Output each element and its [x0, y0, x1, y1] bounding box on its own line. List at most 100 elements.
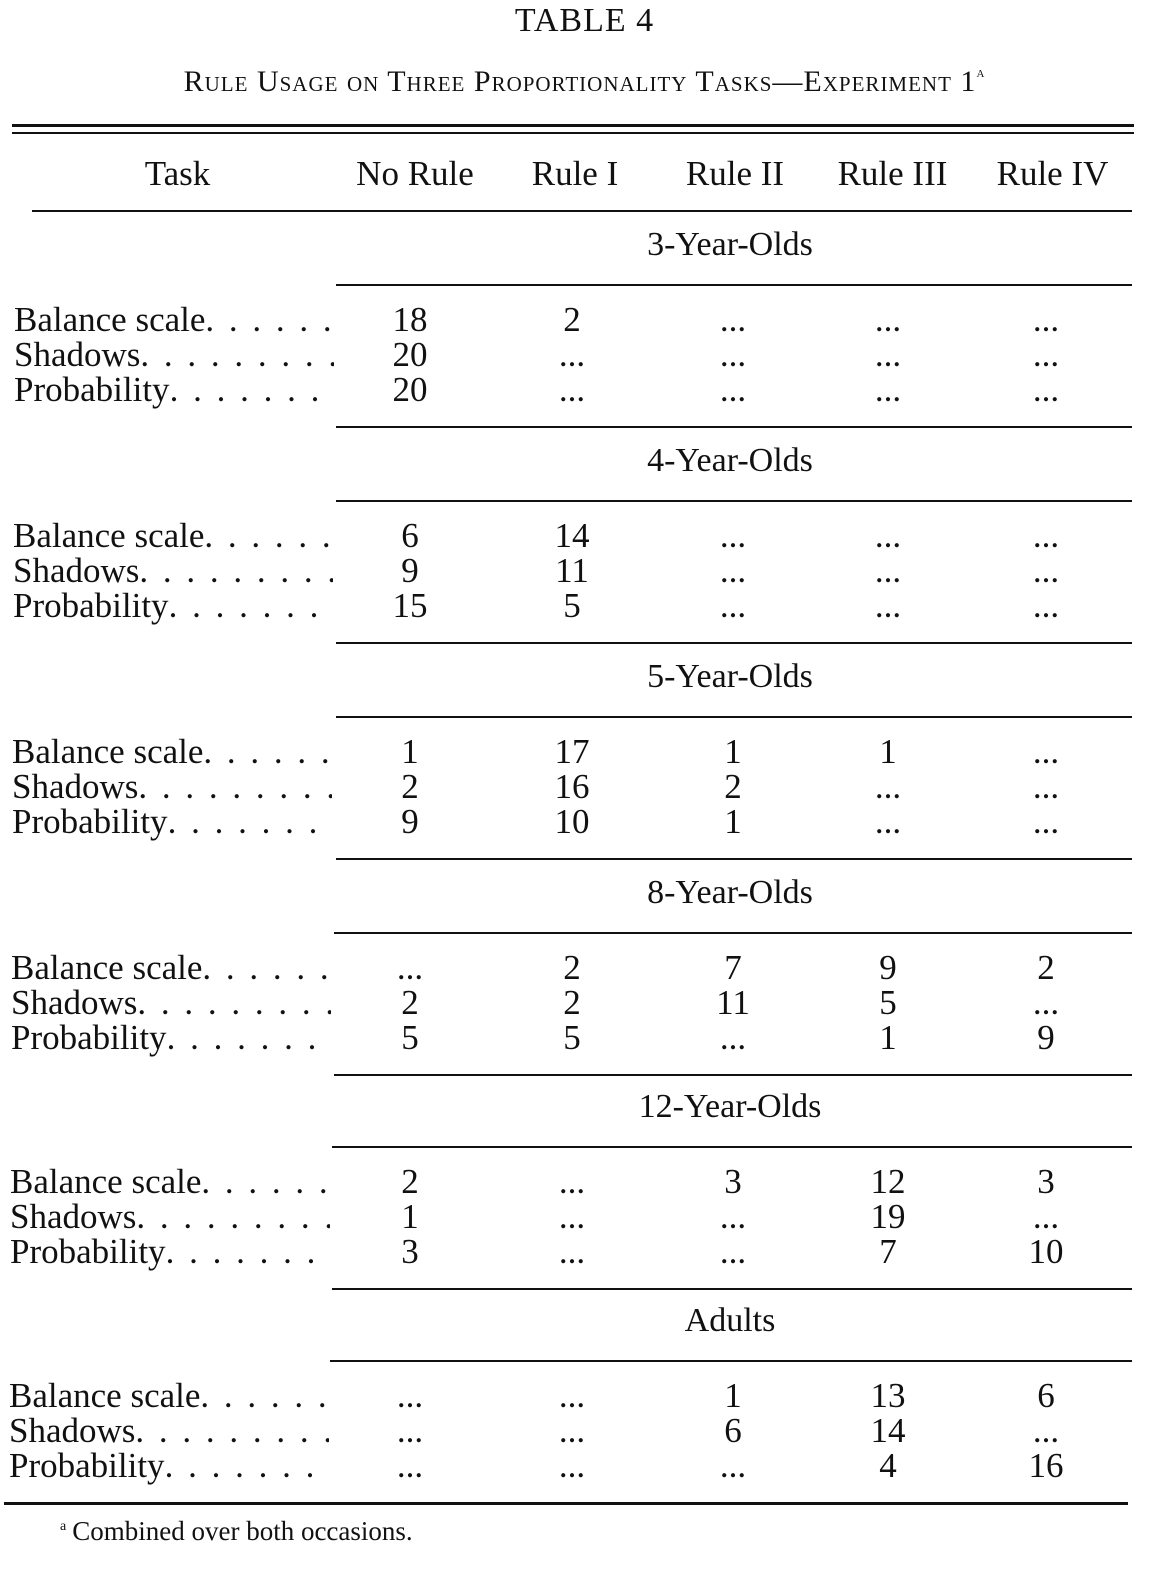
value-cell: ... [719, 300, 747, 339]
value-cell: 7 [724, 948, 742, 987]
group-rule-below [334, 1074, 1132, 1076]
value-cell: ... [1032, 1197, 1060, 1236]
value-cell: ... [1032, 300, 1060, 339]
table-row: Probability. . . . . . . . . . . . . . 15… [13, 586, 1153, 625]
task-cell: Probability. . . . . . . . . . . . . . [10, 1232, 330, 1272]
value-cell: ... [396, 1446, 424, 1485]
table-row: Probability. . . . . . . . . . . . . . 5 5… [11, 1018, 1151, 1057]
column-header-rule-iii: Rule III [837, 154, 948, 193]
footnote-text: Combined over both occasions. [72, 1516, 413, 1546]
value-cell: ... [1032, 370, 1060, 409]
value-cell: 1 [401, 732, 419, 771]
task-name: Shadows [13, 551, 140, 590]
value-cell: ... [719, 1232, 747, 1271]
value-cell: ... [396, 1411, 424, 1450]
leader-dots: . . . . . . . . . . . . . . [203, 732, 332, 771]
value-cell: 19 [870, 1197, 906, 1236]
leader-dots: . . . . . . . . . . . . . . [136, 1197, 330, 1236]
value-cell: ... [558, 1411, 586, 1450]
value-cell: 1 [879, 732, 897, 771]
task-cell: Balance scale. . . . . . . . . . . . . . [12, 732, 332, 772]
value-cell: 2 [724, 767, 742, 806]
value-cell: ... [874, 551, 902, 590]
table-subtitle: Rule Usage on Three Proportionality Task… [0, 64, 1169, 99]
value-cell: ... [558, 1197, 586, 1236]
task-cell: Balance scale. . . . . . . . . . . . . . [10, 1162, 330, 1202]
value-cell: 3 [724, 1162, 742, 1201]
task-cell: Shadows. . . . . . . . . . . . . . [13, 551, 333, 591]
table-row: Shadows. . . . . . . . . . . . . . 20....… [14, 335, 1154, 374]
value-cell: 2 [401, 1162, 419, 1201]
value-cell: 2 [401, 767, 419, 806]
value-cell: 12 [870, 1162, 906, 1201]
value-cell: 6 [1037, 1376, 1055, 1415]
value-cell: ... [874, 300, 902, 339]
task-cell: Probability. . . . . . . . . . . . . . [12, 802, 332, 842]
table-row: Balance scale. . . . . . . . . . . . . .… [14, 300, 1154, 339]
value-cell: ... [558, 1232, 586, 1271]
task-name: Probability [14, 370, 170, 409]
table-row: Probability. . . . . . . . . . . . . . 9 1… [12, 802, 1152, 841]
task-cell: Balance scale. . . . . . . . . . . . . . [9, 1376, 329, 1416]
value-cell: ... [396, 948, 424, 987]
value-cell: 16 [554, 767, 590, 806]
value-cell: ... [558, 1446, 586, 1485]
value-cell: 5 [401, 1018, 419, 1057]
value-cell: ... [558, 335, 586, 374]
value-cell: 9 [401, 551, 419, 590]
leader-dots: . . . . . . . . . . . . . . [200, 1376, 329, 1415]
table-row: Shadows. . . . . . . . . . . . . . 1.....… [10, 1197, 1150, 1236]
footnote: a Combined over both occasions. [60, 1516, 413, 1547]
leader-dots: . . . . . . . . . . . . . . [140, 335, 334, 374]
task-name: Balance scale [13, 516, 205, 555]
table-row: Shadows. . . . . . . . . . . . . . 9 11...… [13, 551, 1153, 590]
task-cell: Probability. . . . . . . . . . . . . . [13, 586, 333, 626]
task-name: Balance scale [14, 300, 206, 339]
leader-dots: . . . . . . . . . . . . . . [137, 983, 331, 1022]
value-cell: 11 [555, 551, 589, 590]
value-cell: ... [719, 1197, 747, 1236]
value-cell: 2 [401, 983, 419, 1022]
value-cell: ... [719, 370, 747, 409]
leader-dots: . . . . . . . . . . . . . . [169, 370, 334, 409]
value-cell: ... [719, 1446, 747, 1485]
task-name: Shadows [11, 983, 138, 1022]
task-cell: Shadows. . . . . . . . . . . . . . [10, 1197, 330, 1237]
task-cell: Probability. . . . . . . . . . . . . . [9, 1446, 329, 1486]
value-cell: ... [874, 802, 902, 841]
value-cell: 6 [401, 516, 419, 555]
task-name: Shadows [12, 767, 139, 806]
value-cell: ... [1032, 767, 1060, 806]
value-cell: ... [719, 335, 747, 374]
value-cell: ... [874, 586, 902, 625]
leader-dots: . . . . . . . . . . . . . . [138, 767, 332, 806]
value-cell: 20 [392, 335, 428, 374]
value-cell: ... [1032, 732, 1060, 771]
group-rule-above [336, 716, 1132, 718]
group-rule-above [334, 932, 1132, 934]
leader-dots: . . . . . . . . . . . . . . [202, 948, 331, 987]
subtitle-footnote-marker: a [976, 64, 986, 81]
group-label: 5-Year-Olds [647, 658, 813, 695]
task-cell: Shadows. . . . . . . . . . . . . . [9, 1411, 329, 1451]
group-rule-above [336, 284, 1132, 286]
group-rule-below [336, 642, 1132, 644]
leader-dots: . . . . . . . . . . . . . . [204, 516, 333, 555]
table-row: Balance scale. . . . . . . . . . . . . .… [9, 1376, 1149, 1415]
group-rule-below [336, 426, 1132, 428]
leader-dots: . . . . . . . . . . . . . . [139, 551, 333, 590]
value-cell: ... [1032, 586, 1060, 625]
leader-dots: . . . . . . . . . . . . . . [167, 802, 332, 841]
task-name: Probability [13, 586, 169, 625]
value-cell: 13 [870, 1376, 906, 1415]
value-cell: 9 [401, 802, 419, 841]
table-row: Balance scale. . . . . . . . . . . . . .… [10, 1162, 1150, 1201]
value-cell: 5 [563, 1018, 581, 1057]
task-name: Probability [10, 1232, 166, 1271]
group-label: 3-Year-Olds [647, 226, 813, 263]
value-cell: 2 [1037, 948, 1055, 987]
task-name: Probability [11, 1018, 167, 1057]
task-cell: Probability. . . . . . . . . . . . . . [11, 1018, 331, 1058]
value-cell: 1 [879, 1018, 897, 1057]
task-name: Probability [9, 1446, 165, 1485]
